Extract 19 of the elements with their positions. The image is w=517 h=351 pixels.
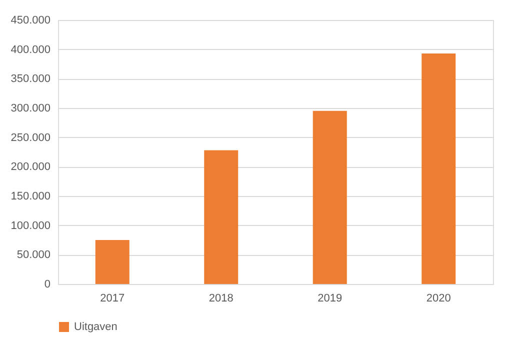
x-tick-label: 2017 (100, 292, 125, 304)
legend-label: Uitgaven (74, 321, 118, 333)
x-tick-label: 2019 (318, 292, 342, 304)
y-tick-label: 350.000 (10, 73, 50, 86)
y-tick-label: 200.000 (10, 161, 50, 174)
y-tick-label: 0 (44, 278, 50, 290)
x-tick-label: 2020 (426, 292, 451, 304)
bar (204, 150, 238, 284)
bar (312, 110, 347, 284)
y-tick-label: 300.000 (10, 102, 50, 114)
y-tick-label: 100.000 (10, 220, 50, 232)
y-tick-label: 150.000 (10, 190, 50, 202)
x-tick-label: 2018 (208, 292, 234, 304)
y-tick-label: 50.000 (16, 249, 50, 262)
bar (422, 53, 456, 284)
y-tick-label: 250.000 (10, 132, 50, 144)
bar (95, 240, 130, 284)
y-tick-label: 450.000 (10, 14, 50, 26)
y-tick-label: 400.000 (10, 44, 50, 56)
